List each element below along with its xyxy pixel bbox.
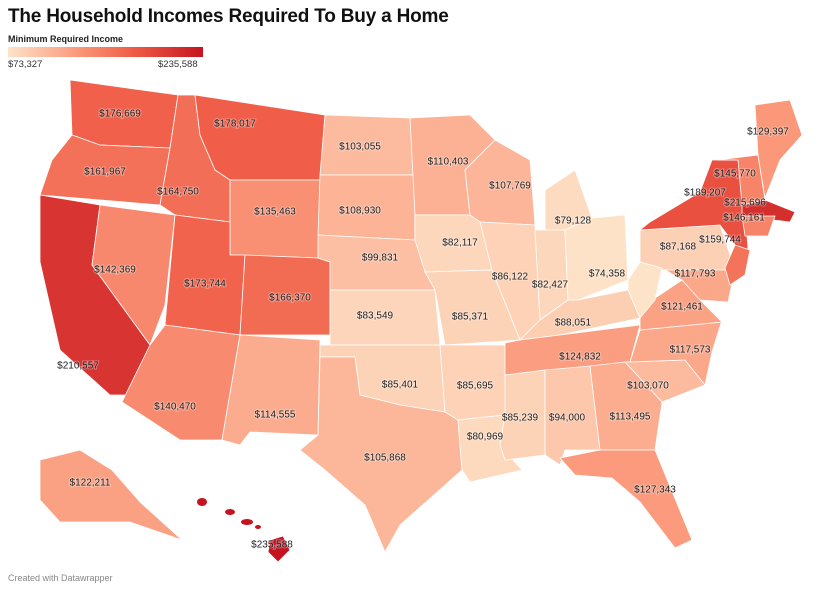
state-hi[interactable] [267,535,291,563]
map-title: The Household Incomes Required To Buy a … [8,6,449,27]
state-wv[interactable] [627,261,663,319]
state-value-label: $85,401 [382,380,419,391]
state-value-label: $105,868 [364,453,406,464]
state-fl[interactable] [559,449,693,549]
state-value-label: $159,744 [699,235,741,246]
state-value-label: $124,832 [559,352,601,363]
state-value-label: $114,555 [255,410,296,421]
state-value-label: $142,369 [94,265,136,276]
state-value-label: $176,669 [99,109,141,120]
state-value-label: $215,696 [724,198,766,209]
state-value-label: $210,557 [57,361,99,372]
state-value-label: $99,831 [362,253,399,264]
state-value-label: $83,549 [357,311,394,322]
state-ak[interactable] [39,449,183,541]
state-value-label: $86,122 [492,272,529,283]
state-value-label: $103,055 [339,142,381,153]
hawaii-island[interactable] [225,509,235,515]
state-value-label: $88,051 [555,318,592,329]
state-value-label: $108,930 [339,206,381,217]
hawaii-island[interactable] [255,525,261,529]
state-value-label: $85,239 [502,413,539,424]
footer-credit: Created with Datawrapper [8,573,113,583]
state-nv[interactable] [91,204,176,346]
state-nj[interactable] [724,244,751,286]
state-value-label: $117,793 [675,269,716,280]
hawaii-island[interactable] [241,519,253,525]
state-mo[interactable] [424,269,521,346]
state-value-label: $122,211 [70,478,111,489]
state-value-label: $110,403 [428,157,469,168]
legend-color-bar [8,47,203,57]
state-value-label: $117,573 [670,345,711,356]
state-value-label: $127,343 [634,485,676,496]
state-value-label: $82,117 [442,238,478,249]
state-value-label: $189,207 [684,188,726,199]
legend-title: Minimum Required Income [8,34,124,44]
state-value-label: $145,770 [714,169,756,180]
state-value-label: $166,370 [269,293,311,304]
state-value-label: $121,461 [661,302,703,313]
state-value-label: $107,769 [489,181,531,192]
state-nm[interactable] [221,334,321,446]
state-value-label: $129,397 [747,127,789,138]
state-value-label: $85,695 [457,381,494,392]
legend-max-label: $235,588 [158,59,198,70]
state-wy[interactable] [229,179,321,259]
state-value-label: $235,588 [251,540,293,551]
state-value-label: $161,967 [84,167,126,178]
state-me[interactable] [754,99,803,200]
state-value-label: $87,168 [660,242,697,253]
state-value-label: $85,371 [452,312,489,323]
state-ct[interactable] [741,215,776,237]
state-mt[interactable] [194,94,326,181]
state-value-label: $178,017 [214,119,256,130]
state-value-label: $103,070 [627,381,669,392]
state-value-label: $146,161 [723,213,765,224]
state-value-label: $74,358 [589,269,626,280]
state-ga[interactable] [589,361,663,451]
state-value-label: $79,128 [555,216,592,227]
state-value-label: $94,000 [549,413,586,424]
state-value-label: $173,744 [184,279,226,290]
legend-min-label: $73,327 [8,59,43,70]
state-value-label: $82,427 [532,280,569,291]
state-value-label: $140,470 [154,402,196,413]
hawaii-island[interactable] [197,498,207,506]
state-oh[interactable] [564,214,629,301]
state-value-label: $135,463 [254,207,296,218]
state-tx[interactable] [299,356,463,553]
state-value-label: $164,750 [157,187,199,198]
state-value-label: $80,969 [467,432,504,443]
state-value-label: $113,495 [610,412,651,423]
